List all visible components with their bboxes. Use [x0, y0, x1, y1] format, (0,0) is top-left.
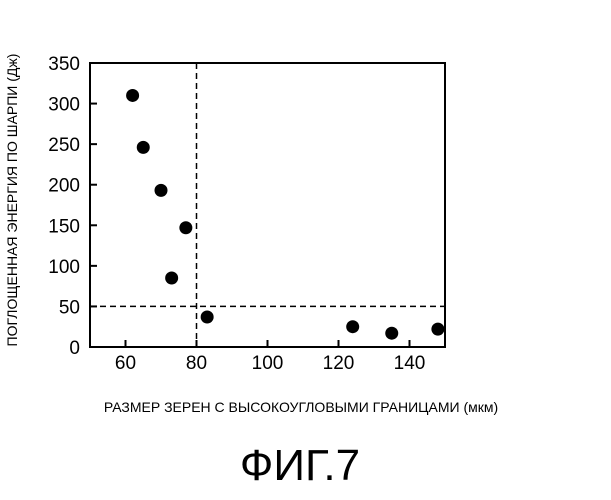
- data-point: [431, 322, 445, 336]
- y-tick-label: 350: [48, 54, 80, 75]
- data-point: [136, 140, 150, 154]
- y-axis-title: ПОГЛОЩЕННАЯ ЭНЕРГИЯ ПО ШАРПИ (Дж): [4, 54, 20, 347]
- x-axis-ticks: 60 80 100 120 140: [115, 340, 425, 374]
- x-axis-title: РАЗМЕР ЗЕРЕН С ВЫСОКОУГЛОВЫМИ ГРАНИЦАМИ …: [104, 399, 498, 415]
- y-tick-label: 250: [48, 135, 80, 156]
- x-tick-label: 120: [323, 353, 355, 374]
- data-points: [126, 88, 445, 340]
- scatter-plot: 60 80 100 120 140 0 50 100 150 200 250 300 350: [48, 54, 446, 374]
- reference-lines: [90, 63, 445, 347]
- y-tick-label: 150: [48, 216, 80, 237]
- y-tick-label: 100: [48, 257, 80, 278]
- x-tick-label: 80: [186, 353, 207, 374]
- x-tick-label: 100: [252, 353, 284, 374]
- data-point: [179, 221, 193, 235]
- y-tick-label: 0: [69, 338, 80, 359]
- y-tick-label: 300: [48, 95, 80, 116]
- y-axis-ticks: 0 50 100 150 200 250 300 350: [48, 54, 97, 359]
- plot-frame: [89, 62, 446, 348]
- data-point: [165, 271, 179, 285]
- y-tick-label: 50: [59, 297, 80, 318]
- data-point: [126, 88, 140, 102]
- data-point: [154, 183, 168, 197]
- data-point: [346, 320, 360, 334]
- y-tick-label: 200: [48, 176, 80, 197]
- x-tick-label: 60: [115, 353, 136, 374]
- data-point: [200, 310, 214, 324]
- x-tick-label: 140: [394, 353, 426, 374]
- data-point: [385, 326, 399, 340]
- figure-caption: ФИГ.7: [240, 441, 360, 490]
